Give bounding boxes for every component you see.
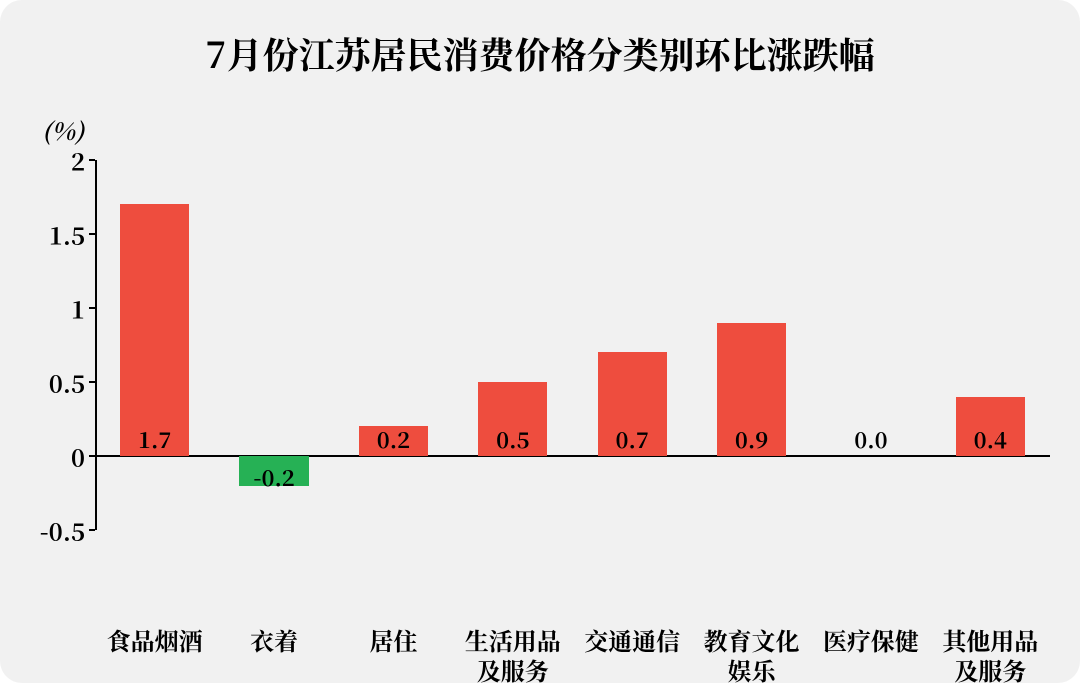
y-tick-mark <box>89 233 95 235</box>
x-category-label: 居住 <box>369 625 417 655</box>
bar-value-label: 0.7 <box>616 424 649 455</box>
y-tick-label: 0 <box>71 439 85 474</box>
x-category-label: 教育文化 娱乐 <box>704 625 800 683</box>
bar-value-label: 0.2 <box>377 424 410 455</box>
x-axis-baseline <box>95 455 1050 457</box>
bar <box>120 204 189 456</box>
x-category-label: 其他用品 及服务 <box>942 625 1038 683</box>
y-axis <box>95 160 97 530</box>
y-tick-label: 1 <box>71 291 85 326</box>
y-tick-label: 2 <box>71 143 85 178</box>
x-category-label: 交通通信 <box>584 625 680 655</box>
y-tick-label: 1.5 <box>49 217 85 252</box>
bar-value-label: 0.4 <box>974 424 1007 455</box>
cpi-bar-chart: 7月份江苏居民消费价格分类别环比涨跌幅 (%) -0.500.511.521.7… <box>0 0 1080 683</box>
bar-value-label: 0.9 <box>735 424 768 455</box>
x-category-label: 生活用品 及服务 <box>465 625 561 683</box>
y-tick-mark <box>89 529 95 531</box>
plot-area: -0.500.511.521.7-0.20.20.50.70.90.00.4 <box>95 160 1050 530</box>
chart-title: 7月份江苏居民消费价格分类别环比涨跌幅 <box>0 28 1080 79</box>
bar-value-label: -0.2 <box>253 462 294 493</box>
y-tick-label: 0.5 <box>49 365 85 400</box>
y-tick-mark <box>89 307 95 309</box>
bar-value-label: 0.0 <box>854 424 887 455</box>
bar-value-label: 0.5 <box>496 424 529 455</box>
x-category-label: 医疗保健 <box>823 625 919 655</box>
x-category-label: 食品烟酒 <box>107 625 203 655</box>
y-tick-mark <box>89 381 95 383</box>
bar-value-label: 1.7 <box>138 424 171 455</box>
y-tick-label: -0.5 <box>40 513 85 548</box>
y-tick-mark <box>89 159 95 161</box>
x-category-label: 衣着 <box>250 625 298 655</box>
